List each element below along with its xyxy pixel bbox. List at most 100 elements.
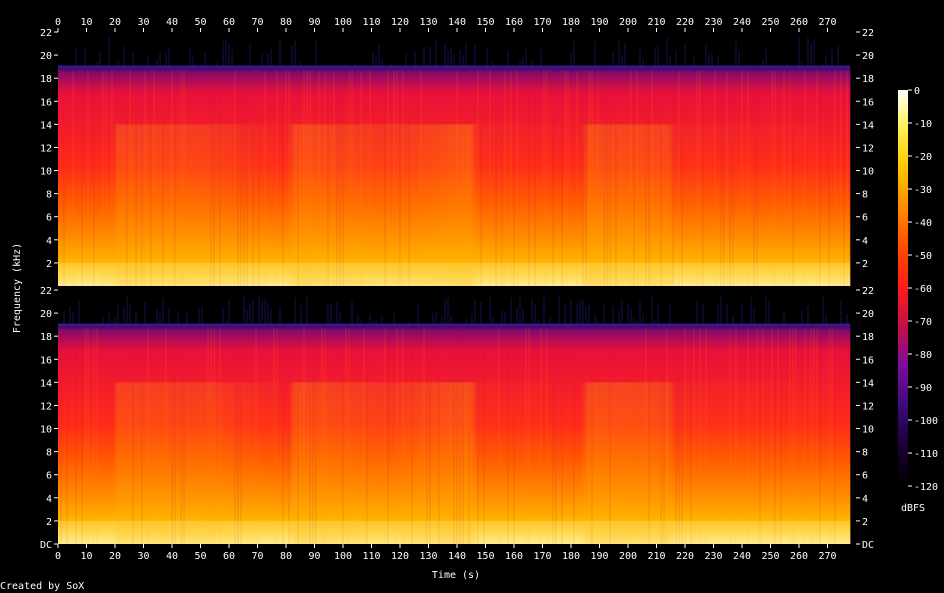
x-tick-label: 190 bbox=[590, 17, 608, 28]
x-tick-label: 130 bbox=[419, 551, 437, 562]
y-tick-label: 10 bbox=[40, 167, 52, 178]
x-tick-label: 40 bbox=[166, 551, 178, 562]
x-tick-label: 20 bbox=[109, 17, 121, 28]
y-tick-label: 18 bbox=[862, 74, 874, 85]
channel-1-panel bbox=[58, 32, 856, 287]
y-tick-label: 16 bbox=[862, 97, 874, 108]
y-tick-label: DC bbox=[862, 540, 874, 551]
colorbar: 0 -10 -20 -30 -40 -50 -60 -70 -80 -90 -100 -110 -120 bbox=[898, 86, 938, 493]
x-tick-label: 20 bbox=[109, 551, 121, 562]
x-tick-label: 30 bbox=[137, 551, 149, 562]
y-tick-label: 22 bbox=[40, 28, 52, 39]
x-tick-label: 110 bbox=[362, 551, 380, 562]
y-tick-label: 12 bbox=[40, 143, 52, 154]
x-tick-label: 90 bbox=[308, 551, 320, 562]
colorbar-gradient bbox=[898, 90, 908, 486]
y-tick-label: 22 bbox=[40, 286, 52, 297]
y-tick-label: 22 bbox=[862, 28, 874, 39]
x-tick-label: 210 bbox=[647, 551, 665, 562]
x-tick-label: 70 bbox=[251, 551, 263, 562]
y-tick-label: 20 bbox=[40, 51, 52, 62]
x-tick-label: 260 bbox=[790, 17, 808, 28]
y-tick-label: 8 bbox=[862, 448, 868, 459]
x-tick-label: 220 bbox=[676, 17, 694, 28]
x-tick-label: 250 bbox=[761, 551, 779, 562]
y-tick-label: 6 bbox=[46, 471, 52, 482]
x-tick-label: 140 bbox=[448, 17, 466, 28]
x-tick-label: 160 bbox=[505, 17, 523, 28]
y-tick-label: 4 bbox=[46, 236, 52, 247]
x-tick-label: 270 bbox=[818, 17, 836, 28]
y-tick-label: 4 bbox=[46, 494, 52, 505]
y-tick-label: 2 bbox=[862, 259, 868, 270]
x-tick-label: 230 bbox=[704, 551, 722, 562]
y-tick-label: 16 bbox=[40, 97, 52, 108]
y-tick-label: 10 bbox=[862, 425, 874, 436]
y-tick-label: 14 bbox=[862, 120, 874, 131]
y-tick-label: 8 bbox=[46, 190, 52, 201]
x-tick-label: 210 bbox=[647, 17, 665, 28]
x-axis-label: Time (s) bbox=[432, 570, 480, 581]
x-tick-label: 170 bbox=[533, 551, 551, 562]
x-tick-label: 10 bbox=[80, 17, 92, 28]
x-tick-label: 260 bbox=[790, 551, 808, 562]
x-tick-label: 90 bbox=[308, 17, 320, 28]
colorbar-tick-label: -70 bbox=[914, 317, 932, 328]
x-tick-label: 0 bbox=[55, 17, 61, 28]
y-tick-label: 14 bbox=[40, 378, 52, 389]
x-tick-label: 200 bbox=[619, 17, 637, 28]
colorbar-tick-label: 0 bbox=[914, 86, 920, 97]
y-tick-label: 10 bbox=[40, 425, 52, 436]
y-tick-label: 6 bbox=[862, 213, 868, 224]
y-tick-label: 12 bbox=[862, 401, 874, 412]
y-tick-label: 22 bbox=[862, 286, 874, 297]
x-tick-label: 80 bbox=[280, 17, 292, 28]
colorbar-tick-label: -20 bbox=[914, 152, 932, 163]
y-tick-label: 20 bbox=[862, 51, 874, 62]
x-tick-label: 50 bbox=[194, 17, 206, 28]
y-tick-label: 10 bbox=[862, 167, 874, 178]
y-tick-label: 8 bbox=[862, 190, 868, 201]
channel-2-panel bbox=[58, 290, 856, 544]
x-tick-label: 120 bbox=[391, 551, 409, 562]
colorbar-tick-label: -40 bbox=[914, 218, 932, 229]
y-tick-label: 14 bbox=[862, 378, 874, 389]
x-tick-label: 50 bbox=[194, 551, 206, 562]
x-tick-label: 10 bbox=[80, 551, 92, 562]
x-tick-label: 80 bbox=[280, 551, 292, 562]
colorbar-tick-label: -80 bbox=[914, 350, 932, 361]
x-tick-label: 30 bbox=[137, 17, 149, 28]
x-tick-label: 240 bbox=[733, 17, 751, 28]
y-tick-label: 6 bbox=[862, 471, 868, 482]
y-tick-label: 2 bbox=[46, 517, 52, 528]
x-tick-label: 110 bbox=[362, 17, 380, 28]
colorbar-tick-label: -30 bbox=[914, 185, 932, 196]
x-tick-label: 60 bbox=[223, 17, 235, 28]
x-tick-label: 150 bbox=[476, 17, 494, 28]
y-tick-label: 12 bbox=[862, 143, 874, 154]
colorbar-tick-label: -60 bbox=[914, 284, 932, 295]
x-tick-label: 270 bbox=[818, 551, 836, 562]
x-tick-label: 230 bbox=[704, 17, 722, 28]
y-tick-label: 16 bbox=[40, 355, 52, 366]
colorbar-tick-label: -120 bbox=[914, 482, 938, 493]
x-tick-label: 0 bbox=[55, 551, 61, 562]
colorbar-tick-label: -10 bbox=[914, 119, 932, 130]
colorbar-tick-label: -100 bbox=[914, 416, 938, 427]
x-tick-label: 220 bbox=[676, 551, 694, 562]
colorbar-tick-label: -110 bbox=[914, 449, 938, 460]
y-tick-label: 16 bbox=[862, 355, 874, 366]
x-tick-label: 150 bbox=[476, 551, 494, 562]
x-tick-label: 100 bbox=[334, 17, 352, 28]
y-tick-label: 2 bbox=[46, 259, 52, 270]
x-tick-label: 70 bbox=[251, 17, 263, 28]
x-axis: 0 0 10 10 20 20 30 30 40 40 50 50 60 60 70 70 80 80 90 90 10… bbox=[55, 17, 837, 562]
x-tick-label: 240 bbox=[733, 551, 751, 562]
y-tick-label: 18 bbox=[40, 332, 52, 343]
y-tick-label: 4 bbox=[862, 236, 868, 247]
y-tick-label: 8 bbox=[46, 448, 52, 459]
y-tick-label: 12 bbox=[40, 401, 52, 412]
